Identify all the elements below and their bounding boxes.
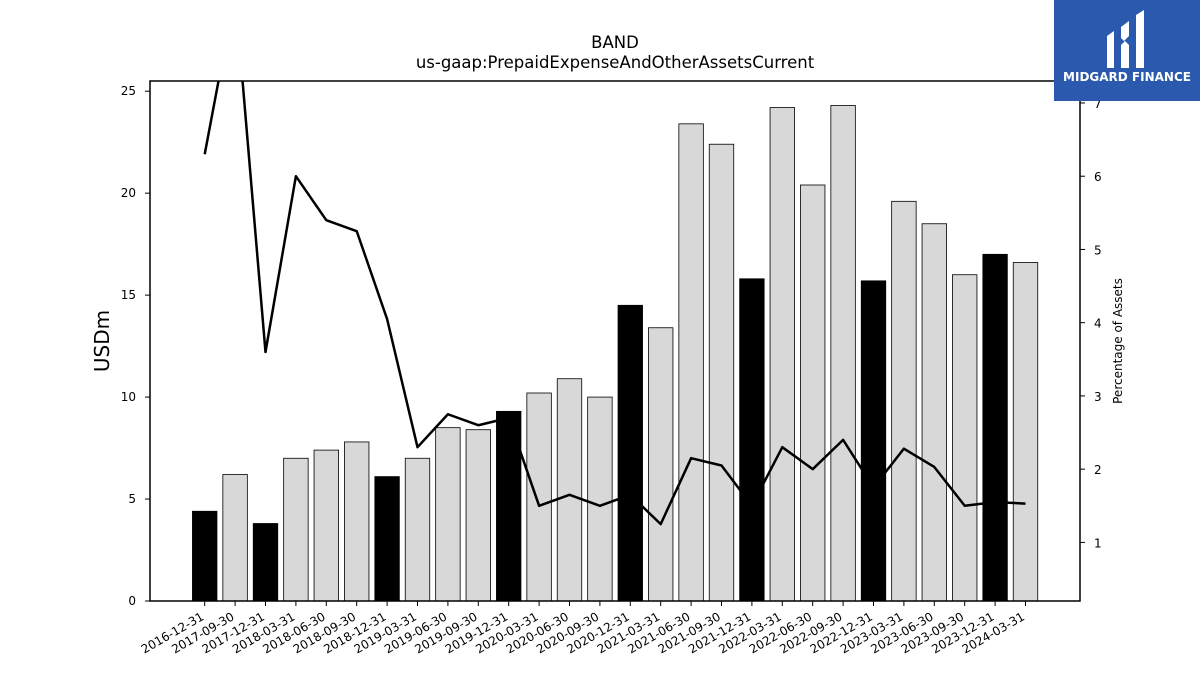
- bar-2019-03-31: [404, 457, 431, 602]
- bar-2020-09-30: [587, 396, 613, 602]
- bar-2023-06-30: [921, 223, 947, 602]
- bar-2022-03-31: [769, 107, 795, 602]
- bar-2017-12-31: [252, 523, 279, 602]
- bar-2016-12-31: [192, 510, 218, 602]
- y2-tick-label: 6: [1094, 170, 1102, 184]
- bar-2023-12-31: [982, 253, 1008, 602]
- y2-tick-label: 2: [1094, 463, 1102, 477]
- bar-2020-06-30: [556, 378, 583, 602]
- bar-2023-03-31: [891, 200, 917, 602]
- y2-tick-label: 1: [1094, 536, 1102, 550]
- bar-2019-06-30: [435, 427, 461, 602]
- bar-2022-12-31: [860, 280, 887, 602]
- line-series-layer: [203, 81, 1026, 526]
- bar-2021-12-31: [739, 278, 765, 602]
- y-axis: 0 5 10 15 20 25: [121, 84, 150, 608]
- bar-2017-09-30: [222, 474, 248, 602]
- bar-2021-03-31: [648, 327, 674, 602]
- plot-frame: [149, 80, 1081, 602]
- y2-tick-label: 7: [1094, 97, 1102, 111]
- midgard-logo-icon: [1107, 10, 1144, 68]
- y-tick-label: 20: [121, 186, 136, 200]
- y-tick-label: 10: [121, 390, 136, 404]
- bar-2023-09-30: [952, 274, 978, 602]
- bar-2018-09-30: [344, 441, 370, 602]
- bar-2021-09-30: [708, 143, 735, 602]
- percentage-line: [203, 81, 1026, 526]
- bar-2018-03-31: [283, 457, 309, 602]
- bar-series: [192, 105, 1039, 602]
- chart-subtitle: us-gaap:PrepaidExpenseAndOtherAssetsCurr…: [416, 53, 815, 72]
- bar-2024-03-31: [1012, 262, 1039, 602]
- brand-logo: MIDGARD FINANCE: [1054, 0, 1200, 101]
- bar-2018-12-31: [374, 476, 400, 602]
- bar-2019-09-30: [465, 429, 491, 602]
- y2-tick-label: 5: [1094, 243, 1102, 257]
- bar-2022-09-30: [830, 105, 856, 602]
- y-tick-label: 25: [121, 84, 136, 98]
- bar-2020-03-31: [526, 392, 552, 602]
- y2-axis: 1 2 3 4 5 6 7: [1080, 97, 1102, 550]
- y-tick-label: 15: [121, 288, 136, 302]
- y-tick-label: 5: [128, 492, 136, 506]
- bar-2022-06-30: [800, 184, 826, 602]
- y-axis-label: USDm: [90, 310, 114, 372]
- brand-name: MIDGARD FINANCE: [1063, 70, 1191, 84]
- y2-tick-label: 3: [1094, 390, 1102, 404]
- bar-2020-12-31: [617, 304, 643, 602]
- y2-axis-label: Percentage of Assets: [1111, 278, 1125, 404]
- y-tick-label: 0: [128, 594, 136, 608]
- bar-2021-06-30: [678, 123, 704, 602]
- bar-2018-06-30: [313, 449, 339, 602]
- x-axis: 2016-12-312017-09-302017-12-312018-03-31…: [139, 601, 1027, 656]
- chart-title: BAND: [591, 33, 639, 52]
- y2-tick-label: 4: [1094, 317, 1102, 331]
